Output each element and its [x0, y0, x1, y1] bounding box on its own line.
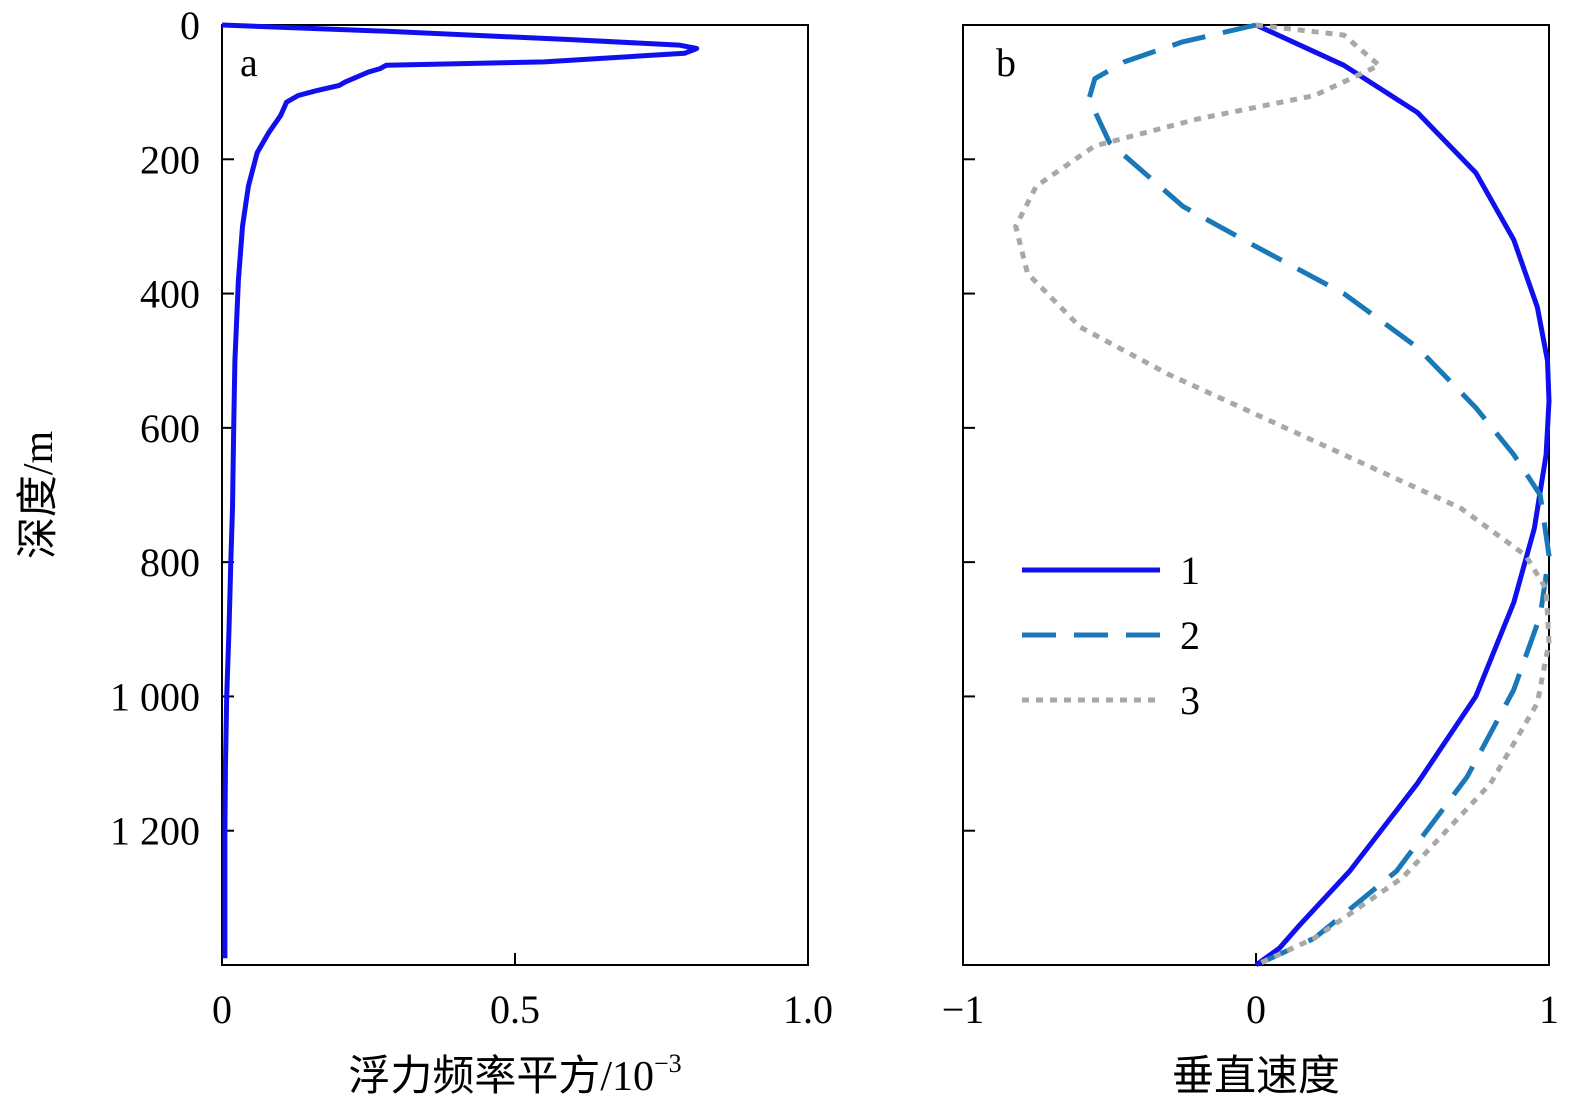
panel-a-ytick-label: 600 [140, 406, 200, 451]
panel-b-xtick-label: 0 [1246, 987, 1266, 1032]
panel-a-ytick-label: 400 [140, 272, 200, 317]
panel-b-series-line-3 [1013, 22, 1552, 968]
panel-a-frame [221, 24, 809, 966]
panel-a-ylabel: 深度/m [16, 431, 62, 560]
panel-a-ytick-label: 200 [140, 137, 200, 182]
panel-b: b −1 0 1 垂直速度 1 2 3 [942, 22, 1559, 1100]
panel-a-xlabel: 浮力频率平方/10−3 [348, 1049, 681, 1100]
panel-a-ytick-label: 800 [140, 540, 200, 585]
legend-label-3: 3 [1180, 678, 1200, 723]
panel-a: a 0 0.5 1.0 0 200 400 600 800 1 000 1 200 浮力频率平方… [16, 3, 833, 1100]
legend-label-2: 2 [1180, 613, 1200, 658]
panel-a-series-line [221, 22, 700, 959]
panel-a-xtick-label: 1.0 [783, 987, 833, 1032]
panel-a-xlabel-text: 浮力频率平方/10 [348, 1053, 654, 1100]
legend: 1 2 3 [1022, 548, 1200, 723]
panel-b-series-line-1 [1254, 22, 1552, 968]
panel-a-xlabel-exponent: −3 [654, 1049, 682, 1078]
panel-b-label: b [996, 40, 1016, 85]
panel-a-xtick-label: 0.5 [490, 987, 540, 1032]
panel-a-ytick-label: 1 000 [110, 674, 200, 719]
panel-a-ytick-label: 1 200 [110, 809, 200, 854]
panel-a-label: a [240, 40, 258, 85]
panel-a-ytick-label: 0 [180, 3, 200, 48]
panel-a-xtick-label: 0 [212, 987, 232, 1032]
panel-b-series-line-2 [1086, 22, 1552, 968]
legend-label-1: 1 [1180, 548, 1200, 593]
panel-b-frame [962, 24, 1550, 966]
panel-b-xtick-label: 1 [1539, 987, 1559, 1032]
panel-b-xlabel: 垂直速度 [1172, 1054, 1340, 1100]
panel-b-xtick-label: −1 [942, 987, 985, 1032]
